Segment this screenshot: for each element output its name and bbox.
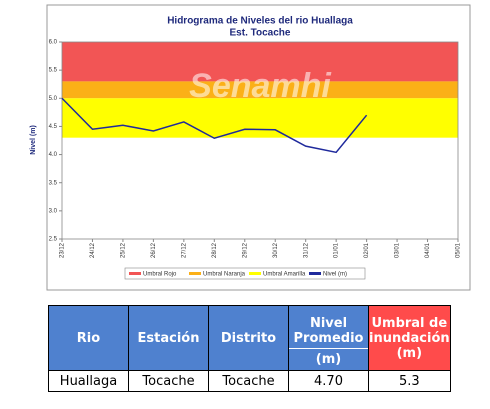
- x-tick-label: 05/01: [456, 242, 462, 258]
- level-line: [61, 97, 368, 154]
- x-tick-label: 29/12: [242, 242, 248, 258]
- y-tick-label: 2.5: [49, 237, 58, 243]
- header-cell: Estación: [128, 305, 209, 371]
- header-cell: Distrito: [208, 305, 289, 371]
- x-tick-label: 24/12: [90, 242, 96, 258]
- summary-table: Rio Estación Distrito Nivel Promedio (m) …: [48, 305, 451, 392]
- header-cell: Rio: [48, 305, 129, 371]
- y-tick-label: 4.0: [49, 152, 58, 158]
- watermark: Senamhi: [189, 67, 332, 105]
- x-tick-label: 27/12: [181, 242, 187, 258]
- x-tick-label: 26/12: [151, 242, 157, 258]
- legend-label: Umbral Rojo: [143, 272, 177, 278]
- x-tick-label: 25/12: [121, 242, 127, 258]
- cell: 4.70: [288, 370, 369, 392]
- threshold-band: [62, 42, 458, 82]
- x-tick-label: 28/12: [212, 242, 218, 258]
- header-cell: Nivel Promedio (m): [288, 305, 369, 371]
- header-text: Nivel Promedio: [293, 316, 364, 346]
- legend-label: Umbral Amarilla: [263, 272, 306, 278]
- x-tick-label: 03/01: [395, 242, 401, 258]
- header-text: (m): [289, 348, 368, 370]
- cell: Huallaga: [48, 370, 129, 392]
- threshold-band: [62, 81, 458, 99]
- plot-border: [61, 41, 459, 240]
- cell: Tocache: [128, 370, 209, 392]
- y-axis-label: Nivel (m): [30, 125, 37, 155]
- chart-subtitle: Est. Tocache: [230, 28, 291, 39]
- y-tick-label: 5.0: [49, 96, 58, 102]
- y-tick-label: 3.5: [49, 180, 58, 186]
- header-cell: Umbral de inundación (m): [368, 305, 451, 371]
- x-tick-label: 01/01: [334, 242, 340, 258]
- y-tick-label: 3.0: [49, 208, 58, 214]
- x-tick-label: 23/12: [60, 242, 66, 258]
- cell: Tocache: [208, 370, 289, 392]
- x-tick-label: 31/12: [303, 242, 309, 258]
- x-tick-label: 04/01: [425, 242, 431, 258]
- y-tick-label: 5.5: [49, 68, 58, 74]
- chart: Hidrograma de Niveles del rio Huallaga E…: [30, 4, 471, 291]
- x-tick-label: 30/12: [273, 242, 279, 258]
- y-tick-label: 4.5: [49, 124, 58, 130]
- y-tick-label: 6.0: [49, 40, 58, 46]
- legend-label: Umbral Naranja: [203, 272, 246, 278]
- chart-title: Hidrograma de Niveles del rio Huallaga: [167, 16, 353, 27]
- legend-box: [124, 267, 366, 280]
- x-tick-label: 02/01: [364, 242, 370, 258]
- legend-label: Nivel (m): [323, 272, 347, 278]
- cell: 5.3: [368, 370, 451, 392]
- threshold-band: [62, 98, 458, 138]
